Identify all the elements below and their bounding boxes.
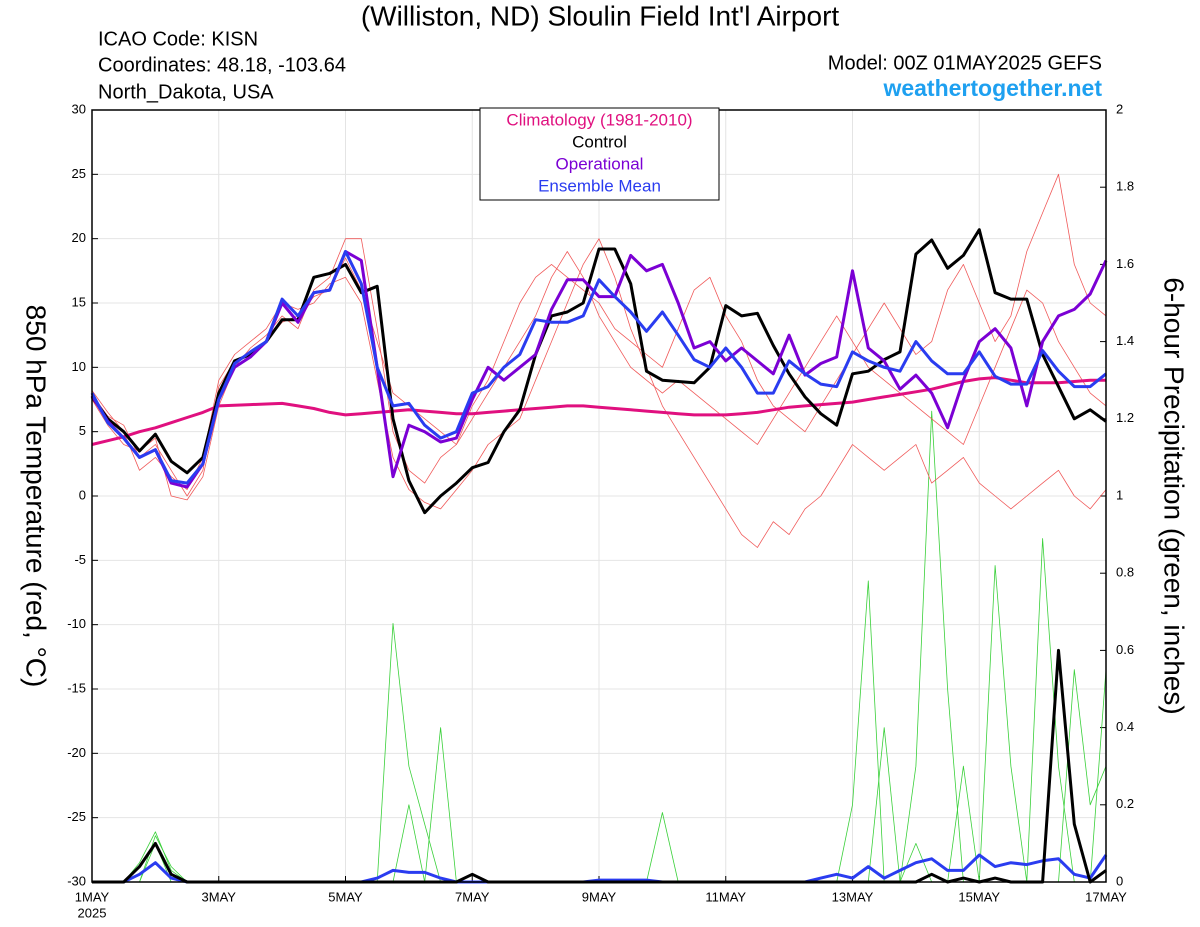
y2-tick-label: 1.8: [1116, 179, 1134, 194]
y-tick-label: 30: [72, 101, 86, 116]
year-label: 2025: [78, 905, 107, 920]
x-tick-label: 17MAY: [1085, 889, 1127, 904]
y-axis-label: 850 hPa Temperature (red, °C): [21, 305, 52, 688]
legend-entry: Operational: [556, 154, 644, 173]
y-tick-label: -5: [74, 552, 86, 567]
y-tick-label: -15: [67, 680, 86, 695]
x-tick-label: 9MAY: [582, 889, 617, 904]
series-line: [91, 173, 1107, 501]
y2-tick-label: 0.8: [1116, 565, 1134, 580]
y-tick-label: 25: [72, 166, 86, 181]
x-tick-label: 11MAY: [705, 889, 746, 904]
x-tick-label: 3MAY: [202, 889, 237, 904]
series-line: [90, 250, 1107, 485]
series-line: [91, 376, 1106, 446]
y2-tick-label: 0.2: [1116, 796, 1134, 811]
y2-tick-label: 1.6: [1116, 256, 1134, 271]
x-tick-label: 15MAY: [958, 889, 1000, 904]
legend-entry: Climatology (1981-2010): [506, 110, 692, 129]
y-tick-label: 20: [72, 230, 86, 245]
info-line: ICAO Code: KISN: [98, 28, 258, 50]
info-line: North_Dakota, USA: [98, 81, 274, 103]
y-tick-label: 0: [79, 487, 86, 502]
y-tick-label: -30: [67, 873, 86, 888]
y-tick-label: 15: [72, 294, 86, 309]
chart-title: (Williston, ND) Sloulin Field Int'l Airp…: [361, 0, 840, 31]
x-tick-label: 1MAY: [75, 889, 110, 904]
series-line: [91, 238, 1107, 548]
y-tick-label: 5: [79, 423, 86, 438]
legend-box: [479, 107, 720, 201]
info-line: Coordinates: 48.18, -103.64: [98, 54, 346, 76]
y2-tick-label: 1.2: [1116, 410, 1134, 425]
y2-tick-label: 0: [1116, 873, 1123, 888]
y2-tick-label: 1: [1116, 487, 1123, 502]
y-tick-label: -10: [67, 616, 86, 631]
y2-axis-label: 6-hour Precipitation (green, inches): [1159, 277, 1190, 714]
x-tick-label: 7MAY: [455, 889, 490, 904]
y2-tick-label: 2: [1116, 101, 1123, 116]
y-tick-label: -25: [67, 809, 86, 824]
x-tick-label: 5MAY: [328, 889, 363, 904]
y2-tick-label: 0.4: [1116, 719, 1134, 734]
legend-entry: Ensemble Mean: [538, 176, 661, 195]
source-label: weathertogether.net: [882, 75, 1102, 101]
legend-entry: Control: [572, 132, 627, 151]
x-tick-label: 13MAY: [832, 889, 874, 904]
y2-tick-label: 0.6: [1116, 642, 1134, 657]
y2-tick-label: 1.4: [1116, 333, 1134, 348]
model-label: Model: 00Z 01MAY2025 GEFS: [828, 52, 1102, 74]
y-tick-label: 10: [72, 359, 86, 374]
y-tick-label: -20: [67, 745, 86, 760]
